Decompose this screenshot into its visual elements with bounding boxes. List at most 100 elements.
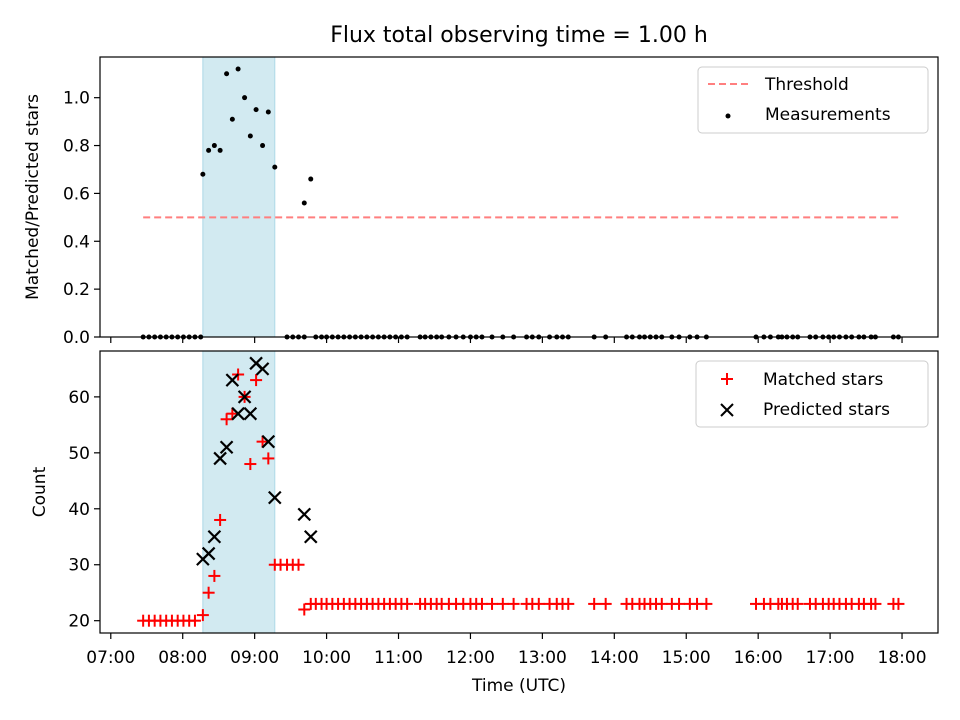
matched-legend-label: Matched stars (763, 370, 883, 390)
count-highlight-span (202, 350, 276, 634)
matched-star-marker (655, 597, 668, 610)
threshold-legend-label: Threshold (764, 75, 849, 95)
x-tick-label: 10:00 (302, 648, 351, 668)
ratio-panel: 0.0 0.2 0.4 0.6 0.8 1.0 Matched/Predicted sta… (23, 56, 939, 348)
ratio-y-tick-label: 0.4 (63, 232, 90, 252)
measurement-point (260, 143, 266, 149)
matched-star-marker (475, 597, 488, 610)
measurement-point (301, 200, 307, 206)
count-y-tick-label: 50 (68, 444, 90, 464)
matched-legend-swatch (721, 373, 733, 385)
x-tick-label: 17:00 (806, 648, 855, 668)
measurement-point (224, 71, 230, 77)
matched-star-marker (208, 569, 221, 582)
matched-star-marker (791, 597, 804, 610)
predicted-legend-swatch (720, 403, 734, 417)
matched-star-marker (700, 597, 713, 610)
ratio-y-tick-label: 1.0 (63, 89, 90, 109)
x-tick-label: 08:00 (158, 648, 207, 668)
predicted-star-marker (268, 490, 282, 505)
ratio-y-tick-label: 0.8 (63, 137, 90, 157)
count-legend-box (695, 360, 929, 428)
matched-star-marker (532, 597, 545, 610)
matched-star-marker (188, 614, 201, 627)
count-y-tick-label: 60 (68, 388, 90, 408)
matched-star-marker (507, 597, 520, 610)
matched-star-marker (256, 435, 269, 448)
matched-star-marker (562, 597, 575, 610)
count-panel: 20 30 40 50 60 07:00 08:00 09:00 10:00 11:00 12:0… (30, 350, 939, 696)
x-tick-label: 12:00 (446, 648, 495, 668)
matched-star-marker (869, 597, 882, 610)
matched-star-marker (588, 597, 601, 610)
x-tick-label: 11:00 (374, 648, 423, 668)
predicted-star-marker (201, 546, 216, 561)
matched-star-marker (196, 609, 209, 622)
x-tick-label: 14:00 (590, 648, 639, 668)
count-y-axis-label: Count (30, 466, 50, 517)
measurement-point (308, 176, 314, 182)
measurement-point (253, 107, 259, 113)
matched-star-marker (244, 458, 257, 471)
predicted-star-marker (231, 406, 245, 421)
predicted-star-marker (243, 406, 258, 421)
x-tick-label: 18:00 (878, 648, 927, 668)
x-tick-label: 15:00 (662, 648, 711, 668)
matched-star-marker (673, 597, 686, 610)
x-axis-label: Time (UTC) (471, 676, 566, 696)
matched-star-marker (292, 558, 305, 571)
matched-star-marker (599, 597, 612, 610)
matched-star-marker (401, 597, 414, 610)
matched-star-marker (486, 597, 499, 610)
x-tick-label: 07:00 (86, 648, 135, 668)
measurement-point (265, 109, 271, 115)
measurement-point (211, 143, 217, 149)
x-tick-label: 16:00 (734, 648, 783, 668)
x-tick-label: 13:00 (518, 648, 567, 668)
measurement-point (229, 116, 235, 122)
count-y-tick-label: 30 (68, 556, 90, 576)
ratio-y-tick-label: 0.0 (63, 328, 90, 348)
ratio-y-tick-label: 0.6 (63, 184, 90, 204)
predicted-star-marker (219, 440, 234, 455)
predicted-legend-label: Predicted stars (763, 400, 890, 420)
predicted-star-marker (213, 451, 227, 466)
predicted-star-marker (303, 529, 318, 544)
measurements-legend-label: Measurements (765, 105, 891, 125)
count-panel-frame (99, 350, 939, 634)
predicted-star-marker (297, 507, 312, 522)
matched-star-marker (262, 452, 275, 465)
measurement-point (206, 147, 212, 153)
measurement-point (247, 133, 253, 139)
measurement-point (272, 164, 278, 170)
ratio-y-axis-label: Matched/Predicted stars (23, 94, 43, 300)
count-y-tick-label: 40 (68, 500, 90, 520)
matched-star-marker (298, 603, 311, 616)
matched-star-marker (226, 407, 239, 420)
chart-title: Flux total observing time = 1.00 h (330, 23, 708, 48)
ratio-legend: Threshold Measurements (697, 66, 929, 134)
ratio-panel-frame (99, 56, 939, 338)
ratio-legend-box (697, 66, 929, 134)
matched-star-marker (496, 597, 509, 610)
predicted-star-marker (237, 390, 252, 404)
measurements-legend-swatch (725, 113, 731, 119)
predicted-star-marker (261, 434, 276, 449)
matched-star-marker (202, 586, 215, 599)
measurement-point (235, 66, 241, 72)
matched-star-marker (892, 597, 905, 610)
predicted-star-marker (255, 362, 270, 376)
matched-star-marker (214, 513, 227, 526)
count-legend: Matched stars Predicted stars (695, 360, 929, 428)
ratio-highlight-span (202, 56, 276, 338)
measurement-point (242, 95, 248, 101)
x-tick-label: 09:00 (230, 648, 279, 668)
count-y-tick-label: 20 (68, 612, 90, 632)
matched-star-marker (250, 374, 263, 387)
matched-star-marker (220, 413, 233, 426)
predicted-star-marker (207, 529, 222, 544)
predicted-star-marker (225, 373, 240, 387)
measurement-point (200, 171, 206, 177)
measurement-point (217, 147, 223, 153)
